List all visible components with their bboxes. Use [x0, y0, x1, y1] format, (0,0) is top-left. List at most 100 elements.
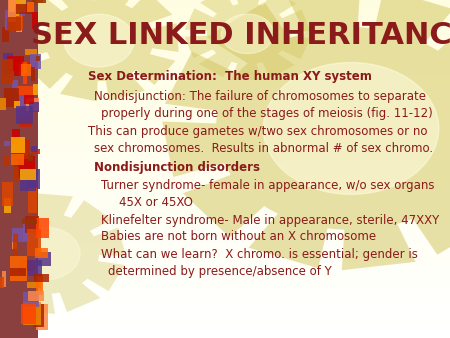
Polygon shape [0, 193, 126, 314]
Text: determined by presence/absence of Y: determined by presence/absence of Y [108, 265, 332, 277]
Polygon shape [19, 0, 179, 101]
Text: SEX LINKED INHERITANCE: SEX LINKED INHERITANCE [31, 21, 450, 50]
Bar [35, 248, 49, 258]
Bar [31, 146, 37, 152]
Polygon shape [162, 0, 450, 270]
Bar [0, 296, 450, 304]
Bar [4, 10, 9, 30]
Bar [0, 211, 450, 220]
Bar [36, 218, 49, 238]
Bar [0, 76, 450, 84]
Bar [21, 304, 36, 324]
Bar [19, 260, 35, 271]
Bar [0, 17, 450, 25]
Bar [1, 58, 13, 83]
Bar [0, 0, 450, 8]
Bar [14, 153, 23, 177]
Bar [4, 156, 9, 166]
Bar [27, 282, 40, 288]
Bar [0, 177, 450, 186]
Circle shape [64, 14, 134, 67]
Bar [26, 98, 40, 111]
Bar [0, 98, 6, 110]
Polygon shape [184, 0, 310, 80]
Text: Klinefelter syndrome- Male in appearance, sterile, 47XXY: Klinefelter syndrome- Male in appearance… [101, 214, 440, 227]
Bar [0, 93, 450, 101]
Circle shape [221, 14, 274, 54]
Bar [20, 170, 36, 191]
Bar [11, 154, 24, 165]
Text: sex chromosomes.  Results in abnormal # of sex chromo.: sex chromosomes. Results in abnormal # o… [94, 142, 434, 155]
Text: Sex Determination:  The human XY system: Sex Determination: The human XY system [88, 70, 372, 82]
Bar [0, 42, 450, 51]
Bar [23, 63, 27, 84]
Bar [0, 59, 450, 68]
Bar [2, 182, 13, 207]
Bar [0, 330, 450, 338]
Bar [0, 110, 450, 118]
Bar [8, 0, 16, 22]
Bar [19, 0, 25, 16]
Bar [23, 220, 36, 241]
Bar [36, 0, 43, 2]
Bar [28, 291, 44, 301]
Bar [27, 2, 34, 12]
Bar [4, 88, 19, 106]
Bar [11, 137, 25, 153]
Bar [25, 216, 39, 233]
Bar [3, 53, 13, 74]
Bar [0, 25, 450, 34]
Bar [10, 256, 27, 281]
Bar [25, 49, 36, 54]
Bar [0, 0, 38, 338]
Bar [31, 148, 40, 154]
Bar [33, 304, 44, 327]
Bar [0, 254, 450, 262]
Bar [16, 10, 22, 32]
Bar [22, 219, 37, 224]
Bar [4, 198, 11, 213]
Bar [32, 12, 38, 29]
Bar [7, 16, 23, 29]
Bar [36, 304, 48, 330]
Bar [13, 234, 18, 256]
Bar [0, 287, 450, 296]
Bar [0, 321, 450, 330]
Text: This can produce gametes w/two sex chromosomes or no: This can produce gametes w/two sex chrom… [88, 125, 427, 138]
Bar [15, 62, 32, 72]
Bar [22, 301, 40, 324]
Bar [34, 274, 49, 282]
Bar [28, 161, 34, 174]
Bar [0, 228, 450, 237]
Bar [30, 54, 41, 69]
Bar [27, 230, 41, 256]
Bar [33, 84, 38, 95]
Bar [0, 245, 450, 254]
Bar [2, 271, 6, 288]
Bar [15, 140, 30, 160]
Bar [0, 270, 450, 279]
Bar [10, 268, 26, 275]
Text: What can we learn?  X chromo. is essential; gender is: What can we learn? X chromo. is essentia… [101, 248, 418, 261]
Bar [26, 169, 40, 189]
Bar [12, 235, 17, 249]
Bar [0, 277, 4, 288]
Bar [0, 304, 450, 313]
Bar [0, 161, 450, 169]
Bar [19, 117, 32, 127]
Bar [28, 153, 33, 161]
Bar [0, 84, 450, 93]
Bar [32, 67, 35, 81]
Bar [0, 220, 450, 228]
Circle shape [10, 227, 80, 280]
Bar [28, 188, 37, 213]
Bar [0, 127, 450, 135]
Circle shape [263, 63, 439, 194]
Bar [14, 61, 21, 76]
Bar [29, 102, 39, 112]
Bar [7, 17, 22, 31]
Text: Babies are not born without an X chromosome: Babies are not born without an X chromos… [101, 230, 376, 243]
Bar [0, 262, 450, 270]
Text: properly during one of the stages of meiosis (fig. 11-12): properly during one of the stages of mei… [101, 107, 433, 120]
Bar [1, 26, 9, 42]
